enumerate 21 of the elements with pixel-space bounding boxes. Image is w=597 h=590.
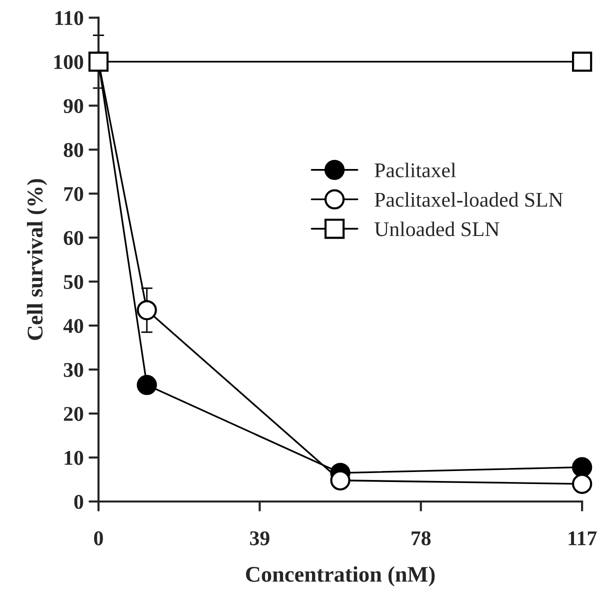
x-tick-label: 39	[250, 531, 270, 546]
legend-label: Paclitaxel-loaded SLN	[374, 192, 563, 207]
y-tick-label: 10	[64, 450, 84, 465]
x-tick-label: 117	[568, 531, 597, 546]
y-tick-label: 0	[74, 494, 84, 509]
legend-label: Unloaded SLN	[374, 222, 500, 236]
y-tick-label: 110	[55, 11, 84, 26]
y-tick-label: 60	[64, 230, 84, 246]
y-tick-label: 40	[63, 318, 84, 334]
y-tick-label: 20	[64, 406, 84, 421]
x-axis-title: Concentration (nM)	[246, 566, 435, 586]
y-tick-label: 50	[64, 274, 84, 290]
y-axis-title: Cell survival (%)	[26, 179, 48, 340]
y-tick-label: 90	[64, 99, 84, 114]
x-tick-label: 0	[94, 531, 103, 546]
y-tick-label: 30	[64, 362, 84, 377]
x-tick-label: 78	[412, 531, 431, 546]
y-tick-label: 70	[64, 187, 84, 202]
y-tick-label: 100	[54, 55, 84, 70]
y-tick-label: 80	[64, 143, 84, 158]
legend-label: Paclitaxel	[374, 162, 456, 178]
